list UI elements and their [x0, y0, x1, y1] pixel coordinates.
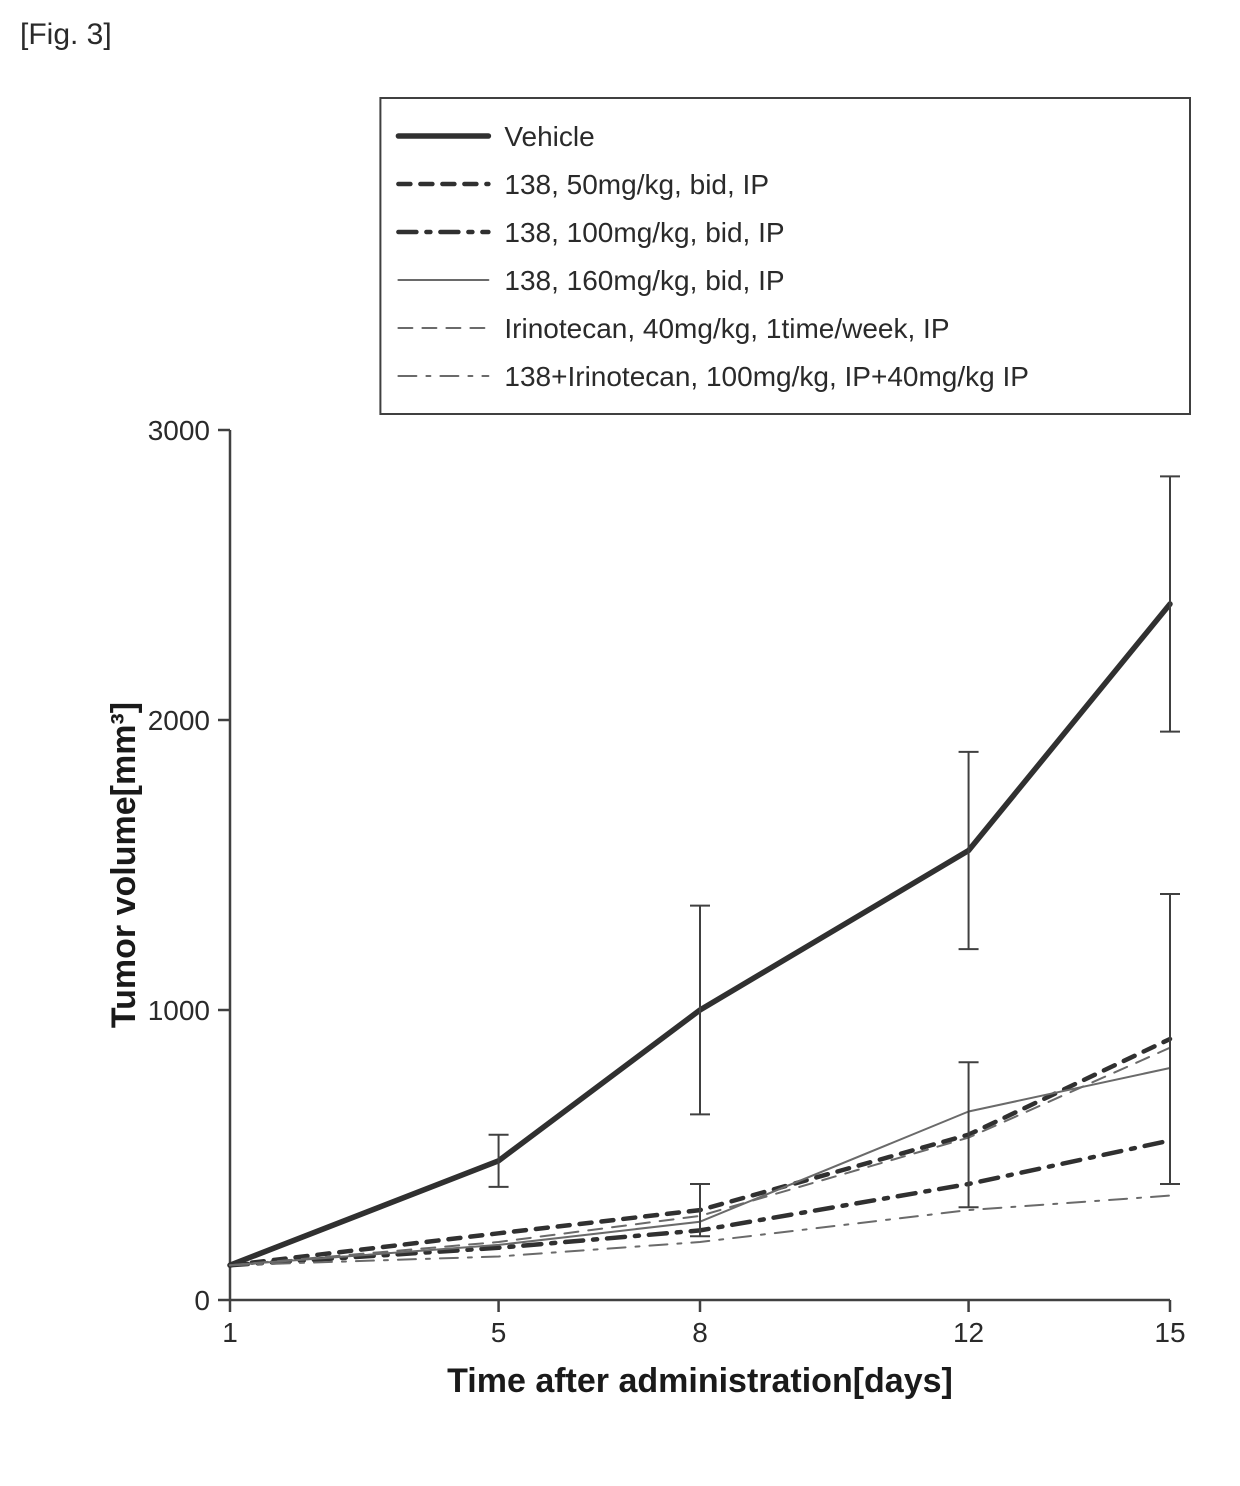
- y-axis-title: Tumor volume[mm³]: [105, 702, 143, 1028]
- legend-label: 138, 160mg/kg, bid, IP: [504, 265, 784, 296]
- x-tick-label: 8: [692, 1317, 708, 1348]
- legend-label: Irinotecan, 40mg/kg, 1time/week, IP: [504, 313, 949, 344]
- y-tick-label: 1000: [148, 995, 210, 1026]
- x-axis-title: Time after administration[days]: [447, 1362, 953, 1400]
- x-tick-label: 5: [491, 1317, 507, 1348]
- page: [Fig. 3] 01000200030001581215Time after …: [0, 0, 1240, 1486]
- x-tick-label: 15: [1154, 1317, 1185, 1348]
- figure-label: [Fig. 3]: [20, 18, 112, 52]
- legend-label: 138, 100mg/kg, bid, IP: [504, 217, 784, 248]
- legend-label: Vehicle: [504, 121, 594, 152]
- x-tick-label: 12: [953, 1317, 984, 1348]
- y-tick-label: 2000: [148, 705, 210, 736]
- legend-label: 138, 50mg/kg, bid, IP: [504, 169, 769, 200]
- y-tick-label: 3000: [148, 415, 210, 446]
- x-tick-label: 1: [222, 1317, 238, 1348]
- chart-container: 01000200030001581215Time after administr…: [80, 90, 1200, 1420]
- tumor-volume-chart: 01000200030001581215Time after administr…: [80, 90, 1200, 1420]
- legend-label: 138+Irinotecan, 100mg/kg, IP+40mg/kg IP: [504, 361, 1029, 392]
- y-tick-label: 0: [194, 1285, 210, 1316]
